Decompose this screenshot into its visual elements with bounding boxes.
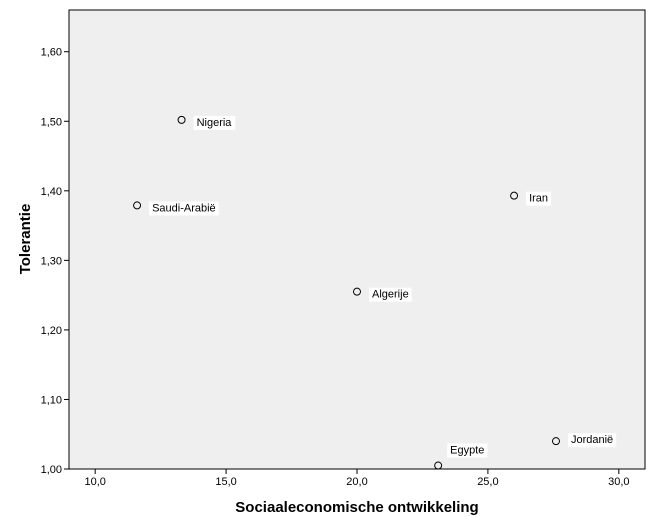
data-point: Algerije bbox=[353, 287, 412, 302]
data-point: Egypte bbox=[434, 443, 488, 470]
point-label: Iran bbox=[529, 193, 548, 205]
y-tick-label: 1,30 bbox=[41, 255, 62, 267]
point-marker bbox=[177, 115, 186, 124]
point-label-bg bbox=[526, 191, 552, 206]
x-tick-label: 15,0 bbox=[215, 476, 236, 488]
y-tick-label: 1,60 bbox=[41, 47, 62, 59]
y-axis: 1,00 1,10 1,20 1,30 1,40 1,50 1,60 bbox=[41, 47, 69, 476]
y-tick-label: 1,00 bbox=[41, 464, 62, 476]
x-axis: 10,0 15,0 20,0 25,0 30,0 bbox=[84, 469, 630, 488]
plot-area bbox=[68, 9, 646, 470]
data-point: Nigeria bbox=[177, 115, 236, 130]
point-marker bbox=[133, 201, 142, 210]
y-tick-label: 1,40 bbox=[41, 186, 62, 198]
point-marker bbox=[434, 461, 443, 470]
x-tick-label: 25,0 bbox=[477, 476, 498, 488]
point-label-bg bbox=[193, 115, 236, 130]
x-tick-label: 30,0 bbox=[608, 476, 629, 488]
point-label: Jordanië bbox=[571, 434, 613, 446]
data-point: Jordanië bbox=[551, 433, 617, 448]
data-point: Saudi-Arabië bbox=[133, 201, 219, 216]
point-marker bbox=[353, 287, 361, 296]
point-label: Egypte bbox=[450, 445, 484, 457]
point-label-bg bbox=[369, 287, 412, 302]
data-points: Nigeria Saudi-Arabië Iran Algerije Egypte Jor… bbox=[133, 115, 617, 470]
point-label-bg bbox=[567, 433, 617, 448]
point-label: Saudi-Arabië bbox=[152, 202, 216, 214]
data-point: Iran bbox=[510, 191, 552, 206]
y-tick-label: 1,50 bbox=[41, 116, 62, 128]
x-tick-label: 20,0 bbox=[346, 476, 367, 488]
point-marker bbox=[510, 191, 519, 200]
x-axis-title: Sociaaleconomische ontwikkeling bbox=[235, 499, 478, 516]
x-tick-label: 10,0 bbox=[84, 476, 105, 488]
point-label: Algerije bbox=[372, 289, 409, 301]
y-tick-label: 1,20 bbox=[41, 325, 62, 337]
y-tick-label: 1,10 bbox=[41, 394, 62, 406]
point-marker bbox=[551, 437, 560, 446]
point-label-bg bbox=[149, 201, 219, 216]
point-label-bg bbox=[447, 443, 488, 458]
point-label: Nigeria bbox=[197, 117, 233, 129]
y-axis-title: Tolerantie bbox=[17, 204, 34, 275]
